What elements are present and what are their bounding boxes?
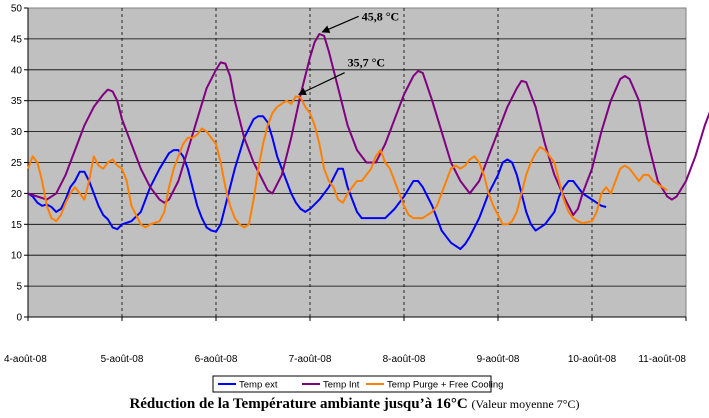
series-line-0 <box>27 115 607 250</box>
y-tick-label: 35 <box>11 96 23 107</box>
y-axis-ticks: 0 5 10 15 20 25 30 35 40 45 50 <box>11 4 29 324</box>
x-tick-label: 6-août-08 <box>195 354 238 365</box>
y-tick-label: 5 <box>16 282 22 293</box>
annotation-arrow-0 <box>321 15 359 33</box>
series-line-2 <box>27 95 668 229</box>
horizontal-gridlines <box>28 38 686 287</box>
legend-label-0: Temp ext <box>239 380 278 391</box>
x-tick-label: 11-août-08 <box>638 354 686 365</box>
legend-label-1: Temp Int <box>323 380 360 391</box>
caption: Réduction de la Température ambiante jus… <box>0 396 709 413</box>
y-tick-label: 30 <box>11 127 23 138</box>
y-tick-label: 45 <box>11 34 23 45</box>
y-tick-label: 0 <box>16 313 22 324</box>
x-tick-label: 5-août-08 <box>101 354 144 365</box>
x-tick-label: 10-août-08 <box>568 354 617 365</box>
y-tick-label: 20 <box>11 189 23 200</box>
annotation-label-0: 45,8 °C <box>362 9 399 23</box>
series-lines <box>27 33 709 250</box>
series-line-1 <box>27 33 709 216</box>
caption-main: Réduction de la Température ambiante jus… <box>129 396 468 412</box>
annotations: 45,8 °C 35,7 °C <box>297 9 399 95</box>
y-tick-label: 25 <box>11 158 23 169</box>
y-tick-label: 50 <box>11 4 23 15</box>
x-tick-label: 8-août-08 <box>383 354 426 365</box>
caption-sub: (Valeur moyenne 7°C) <box>471 397 580 411</box>
x-tick-label: 4-août-08 <box>4 354 47 365</box>
x-tick-label: 9-août-08 <box>477 354 520 365</box>
y-tick-label: 15 <box>11 220 23 231</box>
legend-box <box>212 375 492 393</box>
x-axis-ticks: 4-août-08 5-août-08 6-août-08 7-août-08 8-ao… <box>4 316 687 365</box>
legend: Temp ext Temp Int Temp Purge + Free Coolin… <box>212 375 503 393</box>
legend-label-2: Temp Purge + Free Cooling <box>387 380 503 391</box>
y-tick-label: 10 <box>11 251 23 262</box>
annotation-label-1: 35,7 °C <box>348 56 385 70</box>
x-tick-label: 7-août-08 <box>289 354 332 365</box>
annotation-arrow-1 <box>297 72 345 95</box>
y-tick-label: 40 <box>11 65 23 76</box>
